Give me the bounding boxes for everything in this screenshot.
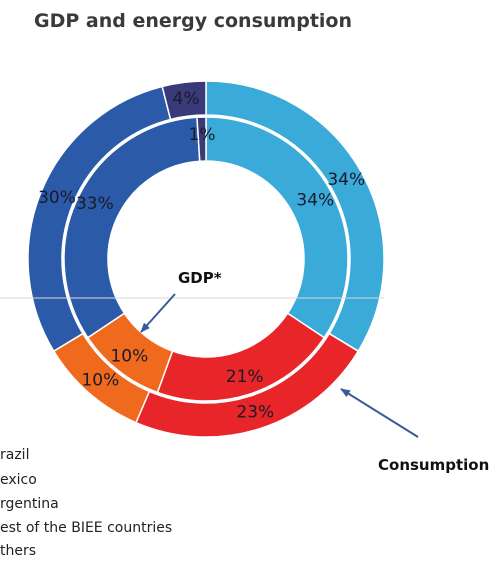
legend-entry-rest-of-biee: est of the BIEE countries <box>0 520 172 536</box>
consumption-callout-label: Consumption <box>378 456 489 474</box>
inner-slice-brazil <box>205 116 349 339</box>
chart-title: GDP and energy consumption <box>34 10 352 32</box>
legend-entry-argentina: rgentina <box>0 496 59 512</box>
inner-slice-rest-of-the-biee-countries <box>63 116 201 339</box>
outer-label-others: 4% <box>173 89 200 109</box>
slice-labels: 34% 23% 10% 30% 4% 34% 21% 10% 33% 1% <box>38 89 365 422</box>
legend-entry-mexico: exico <box>0 472 37 488</box>
gdp-callout-label: GDP* <box>178 269 222 287</box>
donut-rings <box>27 80 385 438</box>
legend-entry-others: thers <box>0 543 36 559</box>
outer-label-brazil: 34% <box>327 170 365 190</box>
consumption-callout-arrow <box>340 388 419 438</box>
inner-label-rest-of-the-biee-countries: 33% <box>76 194 114 214</box>
inner-label-mexico: 21% <box>226 367 264 387</box>
legend: razil exico rgentina est of the BIEE cou… <box>0 447 172 559</box>
legend-entry-brazil: razil <box>0 447 29 463</box>
inner-slice-others <box>196 116 207 162</box>
outer-label-mexico: 23% <box>236 402 274 422</box>
outer-label-argentina: 10% <box>81 371 119 391</box>
gdp-callout-arrow <box>140 293 176 333</box>
outer-slice-others <box>161 80 207 121</box>
inner-label-others: 1% <box>189 125 216 145</box>
inner-label-brazil: 34% <box>296 190 334 210</box>
inner-label-argentina: 10% <box>110 346 148 366</box>
outer-label-rest-of-the-biee-countries: 30% <box>38 188 76 208</box>
